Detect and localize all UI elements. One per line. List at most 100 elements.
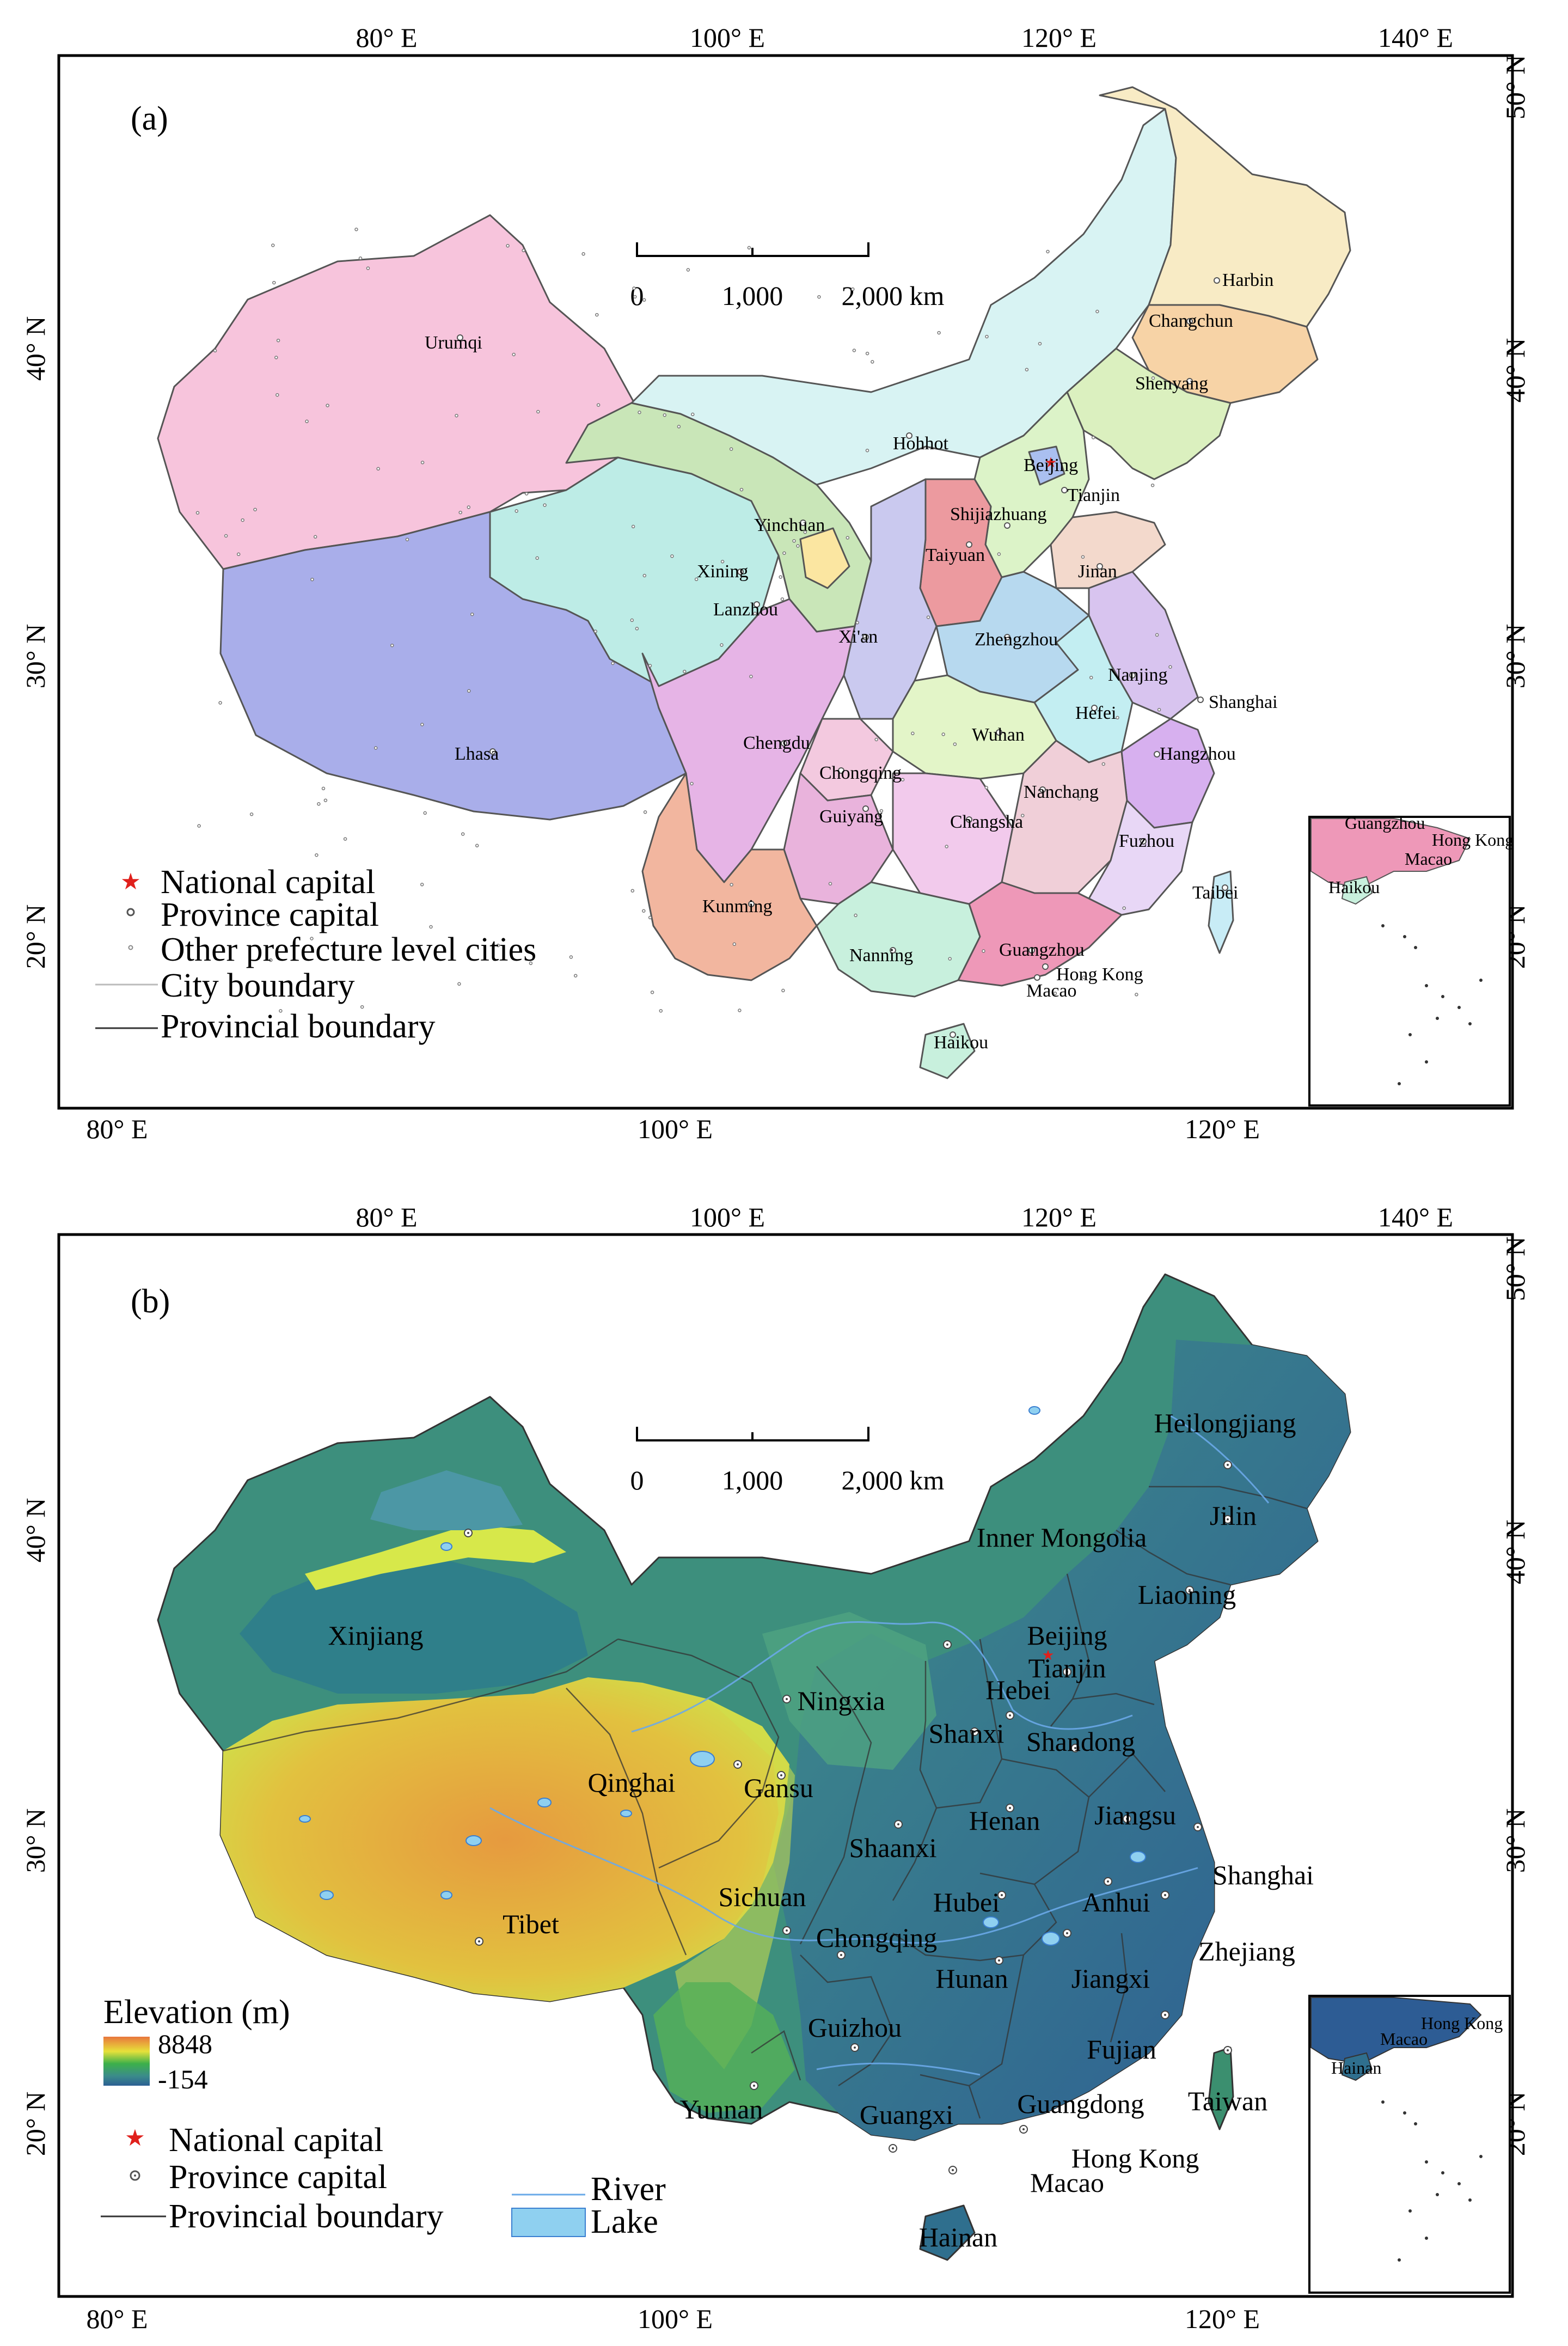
panel-a-grat-top-1: 100° E bbox=[690, 22, 765, 53]
capital-marker-center-anhui bbox=[1107, 1880, 1109, 1883]
prefecture-city-dot bbox=[982, 949, 985, 953]
prefecture-city-dot bbox=[543, 503, 547, 507]
city-label-changchun: Changchun bbox=[1149, 311, 1233, 331]
city-marker-hong-kong bbox=[1042, 963, 1049, 970]
region-heilongjiang bbox=[1099, 86, 1351, 328]
province-label-shaanxi: Shaanxi bbox=[849, 1832, 936, 1863]
prefecture-city-dot bbox=[253, 508, 257, 511]
prefecture-city-dot bbox=[749, 675, 753, 679]
prefecture-city-dot bbox=[941, 732, 945, 736]
capital-marker-center-chongqing bbox=[840, 1954, 842, 1956]
prefecture-city-dot bbox=[753, 612, 757, 615]
province-label-qinghai: Qinghai bbox=[587, 1767, 675, 1798]
prefecture-city-dot bbox=[376, 467, 380, 471]
panel-b-grat-bot-1: 100° E bbox=[638, 2304, 713, 2334]
prefecture-city-dot bbox=[997, 552, 1001, 556]
prefecture-city-dot bbox=[496, 943, 500, 948]
capital-marker-center-hainan bbox=[952, 2169, 954, 2171]
prefecture-city-dot bbox=[732, 942, 737, 946]
prefecture-city-dot bbox=[197, 824, 201, 828]
city-label-hohhot: Hohhot bbox=[893, 433, 949, 454]
panel-b-grat-left-0: 40° N bbox=[20, 1498, 51, 1563]
capital-marker-beijing: ★ bbox=[1042, 1647, 1054, 1663]
prefecture-city-dot bbox=[315, 853, 318, 857]
prefecture-city-dot bbox=[569, 955, 573, 959]
panel-a-grat-bot-0: 80° E bbox=[86, 1114, 148, 1144]
panel-b-legend-dot-center bbox=[134, 2174, 136, 2177]
panel-b-inset-label-hongkong: Hong Kong bbox=[1421, 2013, 1503, 2033]
prefecture-city-dot bbox=[276, 338, 280, 343]
prefecture-city-dot bbox=[1082, 975, 1086, 979]
prefecture-city-dot bbox=[828, 882, 832, 886]
panel-a-legend-city-boundary: City boundary bbox=[161, 967, 354, 1004]
prefecture-city-dot bbox=[506, 244, 510, 248]
panel-b-legend-star: ★ bbox=[125, 2126, 145, 2151]
province-label-sichuan: Sichuan bbox=[718, 1881, 806, 1912]
panel-a-legend-dot bbox=[126, 908, 135, 917]
panel-b-label: (b) bbox=[131, 1283, 170, 1320]
panel-b-inset-islands bbox=[1381, 2100, 1483, 2262]
prefecture-city-dot bbox=[1135, 993, 1138, 997]
city-label-shanghai: Shanghai bbox=[1209, 692, 1278, 712]
prefecture-city-dot bbox=[326, 404, 329, 407]
elevation-loess bbox=[762, 1612, 936, 1770]
city-marker-hefei bbox=[1091, 705, 1098, 711]
panel-b-elevation-legend: Elevation (m) 8848 -154 bbox=[103, 1994, 290, 2094]
prefecture-city-dot bbox=[865, 448, 869, 453]
prefecture-city-dot bbox=[984, 786, 989, 790]
prefecture-city-dot bbox=[635, 627, 639, 631]
prefecture-city-dot bbox=[1081, 555, 1085, 559]
capital-marker-center-zhejiang bbox=[1164, 1894, 1166, 1896]
province-label-tianjin: Tianjin bbox=[1028, 1653, 1106, 1683]
panel-a-legend-national-capital: National capital bbox=[161, 864, 375, 901]
prefecture-city-dot bbox=[470, 612, 474, 616]
capital-marker-center-hebei bbox=[1009, 1714, 1011, 1716]
city-marker-xi-an bbox=[862, 634, 869, 640]
prefecture-city-dot bbox=[522, 248, 525, 253]
prefecture-city-dot bbox=[779, 575, 782, 579]
prefecture-city-dot bbox=[642, 298, 646, 302]
city-marker-wuhan bbox=[996, 729, 1002, 736]
city-marker-shijiazhuang bbox=[1004, 522, 1010, 529]
prefecture-city-dot bbox=[630, 889, 635, 893]
province-label-macao: Macao bbox=[1030, 2167, 1104, 2198]
city-label-beijing: Beijing bbox=[1024, 455, 1078, 475]
elevation-hainan bbox=[919, 2204, 976, 2261]
panel-a-scalebar-1000: 1,000 bbox=[722, 280, 783, 311]
province-label-shanghai: Shanghai bbox=[1212, 1860, 1314, 1890]
capital-marker-center-inner-mongolia bbox=[946, 1644, 948, 1646]
panel-b-scalebar-2000: 2,000 km bbox=[842, 1465, 945, 1495]
city-label-shenyang: Shenyang bbox=[1135, 374, 1208, 394]
panel-b-scalebar-0: 0 bbox=[630, 1465, 644, 1495]
city-marker-taibei bbox=[1222, 884, 1228, 891]
prefecture-city-dot bbox=[366, 266, 370, 270]
city-marker-hangzhou bbox=[1154, 751, 1160, 757]
prefecture-city-dot bbox=[420, 461, 425, 465]
panel-a-legend-prov-boundary: Provincial boundary bbox=[161, 1008, 436, 1045]
panel-b-rivers bbox=[489, 1415, 1270, 2076]
elevation-tianshan bbox=[305, 1525, 566, 1590]
prefecture-city-dot bbox=[1157, 708, 1161, 712]
prefecture-city-dot bbox=[803, 530, 807, 534]
prefecture-city-dot bbox=[730, 883, 733, 887]
region-guangdong bbox=[957, 881, 1123, 987]
province-label-henan: Henan bbox=[969, 1805, 1040, 1836]
city-label-haikou: Haikou bbox=[934, 1033, 988, 1053]
region-beijing bbox=[1028, 445, 1065, 486]
prefecture-city-dot bbox=[694, 577, 699, 582]
city-label-taiyuan: Taiyuan bbox=[926, 545, 985, 565]
province-label-taiwan: Taiwan bbox=[1188, 2086, 1267, 2116]
panel-b-legend-province-capital: Province capital bbox=[169, 2159, 387, 2196]
prefecture-city-dot bbox=[648, 915, 652, 920]
city-label-hefei: Hefei bbox=[1075, 703, 1117, 723]
city-label-hong-kong: Hong Kong bbox=[1056, 964, 1143, 985]
prefecture-city-dot bbox=[648, 664, 652, 668]
prefecture-city-dot bbox=[218, 701, 222, 705]
prefecture-city-dot bbox=[638, 411, 641, 414]
prefecture-city-dot bbox=[643, 810, 647, 814]
region-jilin bbox=[1131, 304, 1319, 404]
capital-marker-center-fujian bbox=[1164, 2014, 1166, 2016]
prefecture-city-dot bbox=[781, 988, 785, 993]
capital-marker-center-hunan bbox=[998, 1959, 1000, 1962]
city-marker-chengdu bbox=[781, 740, 787, 747]
